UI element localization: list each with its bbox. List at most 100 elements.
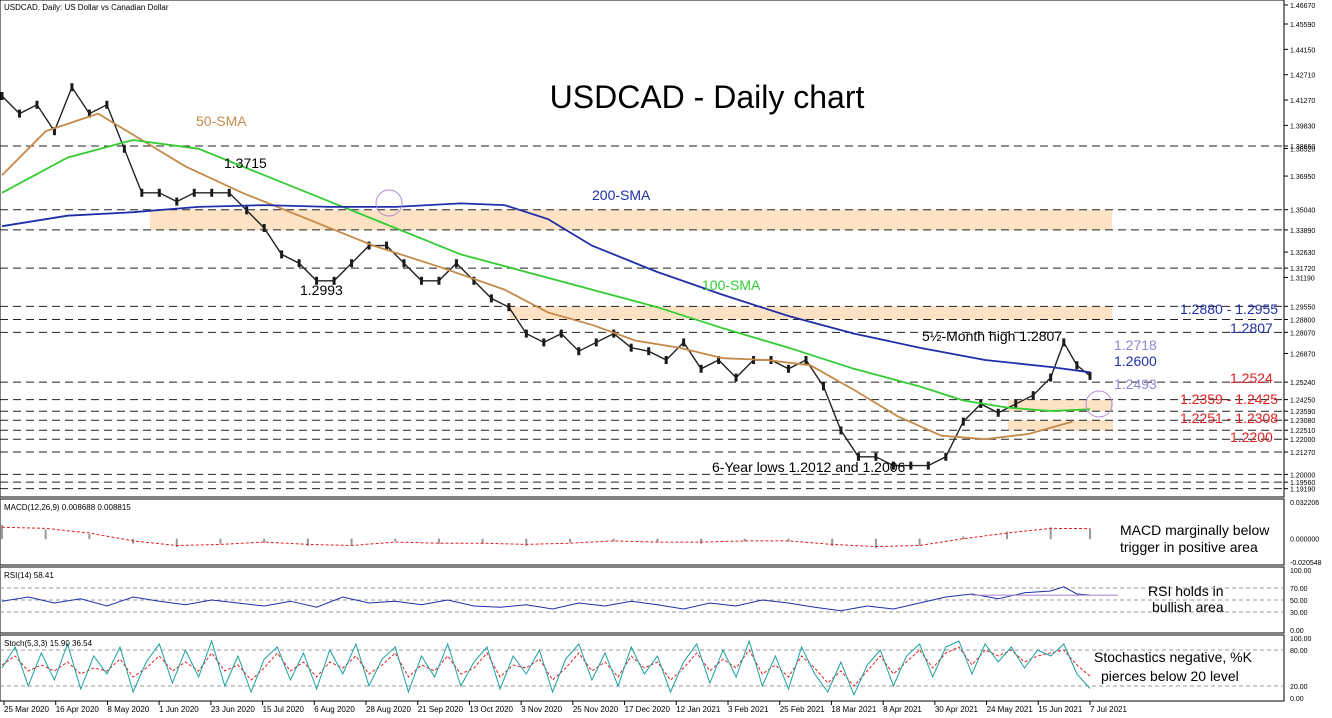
level-label-5: 1.2524 bbox=[1230, 370, 1273, 386]
stoch-axis-label: 80.00 bbox=[1290, 648, 1308, 655]
stoch-panel bbox=[0, 634, 1285, 702]
x-tick-label: 12 Jan 2021 bbox=[676, 705, 721, 714]
candle-body bbox=[35, 100, 39, 109]
candle-body bbox=[280, 250, 284, 259]
candle-body bbox=[227, 188, 231, 197]
x-tick-label: 3 Nov 2020 bbox=[521, 705, 562, 714]
macd-bar bbox=[1, 524, 3, 540]
rsi-note-2: bullish area bbox=[1152, 599, 1224, 615]
indicator-layer bbox=[0, 524, 1284, 697]
candle-body bbox=[594, 338, 598, 347]
x-tick-label: 17 Dec 2020 bbox=[625, 705, 671, 714]
candle-body bbox=[454, 259, 458, 268]
sma200-label: 200-SMA bbox=[592, 187, 651, 203]
zones-layer bbox=[150, 209, 1113, 431]
candle-body bbox=[245, 206, 249, 215]
macd-bar bbox=[306, 538, 309, 546]
price-axis-label: 1.35040 bbox=[1290, 208, 1315, 215]
price-axis-label: 1.22000 bbox=[1290, 437, 1315, 444]
candle-body bbox=[419, 276, 423, 285]
price-axis-label: 1.20000 bbox=[1290, 472, 1315, 479]
rsi-line bbox=[1, 586, 1091, 612]
candle-body bbox=[699, 364, 703, 373]
candle-body bbox=[874, 452, 878, 461]
candle-body bbox=[839, 426, 843, 435]
candle-body bbox=[332, 276, 336, 285]
six-year-lows-label: 6-Year lows 1.2012 and 1.2006 bbox=[712, 459, 906, 475]
price-axis-label: 1.31720 bbox=[1290, 266, 1315, 273]
high-label: 1.3715 bbox=[224, 155, 267, 171]
price-axis-label: 1.42710 bbox=[1290, 73, 1315, 80]
candle-body bbox=[437, 276, 441, 285]
x-tick-label: 16 Apr 2020 bbox=[56, 705, 100, 714]
price-axis-label: 1.38660 bbox=[1290, 144, 1315, 151]
resistance-zone bbox=[510, 306, 1112, 320]
x-tick-label: 1 Jun 2020 bbox=[159, 705, 199, 714]
candle-body bbox=[385, 241, 389, 250]
resistance-zone bbox=[1008, 399, 1113, 412]
candle-body bbox=[315, 276, 319, 285]
macd-bar bbox=[175, 538, 178, 548]
macd-bar bbox=[874, 538, 877, 549]
macd-bar bbox=[525, 538, 528, 546]
candle-body bbox=[856, 452, 860, 461]
candle-body bbox=[472, 276, 476, 285]
macd-bar bbox=[1089, 528, 1091, 540]
x-tick-label: 8 Apr 2021 bbox=[883, 705, 922, 714]
cross-marker-1 bbox=[375, 189, 403, 217]
x-tick-label: 24 May 2021 bbox=[987, 705, 1034, 714]
macd-panel bbox=[0, 498, 1285, 566]
candle-body bbox=[577, 347, 581, 356]
candle-body bbox=[682, 338, 686, 347]
sma100-label: 100-SMA bbox=[702, 277, 761, 293]
macd-bar bbox=[656, 538, 659, 543]
level-label-4: 1.2600 bbox=[1114, 353, 1157, 369]
macd-note-1: MACD marginally below bbox=[1120, 522, 1270, 538]
sma-line bbox=[1, 112, 1073, 441]
candle-body bbox=[524, 329, 528, 338]
price-axis-label: 1.46670 bbox=[1290, 3, 1315, 10]
x-tick-label: 18 Mar 2021 bbox=[831, 705, 876, 714]
levels-layer bbox=[0, 145, 1284, 490]
price-axis-label: 1.38520 bbox=[1290, 146, 1315, 153]
macd-bar bbox=[44, 529, 47, 540]
x-tick-label: 15 Jun 2021 bbox=[1038, 705, 1083, 714]
level-label-9: 1.2200 bbox=[1230, 429, 1273, 445]
price-axis-label: 1.33890 bbox=[1290, 228, 1315, 235]
price-axis-label: 1.24250 bbox=[1290, 398, 1315, 405]
x-tick-label: 7 Jul 2021 bbox=[1090, 705, 1127, 714]
x-tick-label: 15 Jul 2020 bbox=[263, 705, 305, 714]
price-axis-label: 1.19190 bbox=[1290, 487, 1315, 494]
price-axis-label: 1.21270 bbox=[1290, 450, 1315, 457]
candle-body bbox=[1031, 391, 1035, 400]
x-tick-label: 23 Jun 2020 bbox=[211, 705, 256, 714]
candle-body bbox=[192, 188, 196, 197]
candle-body bbox=[926, 461, 930, 470]
candle-body bbox=[734, 373, 738, 382]
stoch-axis-label: 0.00 bbox=[1290, 696, 1304, 703]
price-axis-label: 1.39830 bbox=[1290, 123, 1315, 130]
rsi-axis-label: 0.00 bbox=[1290, 628, 1304, 635]
macd-bar bbox=[962, 536, 965, 540]
candle-body bbox=[717, 355, 721, 364]
rsi-axis-label: 50.00 bbox=[1290, 598, 1308, 605]
month-high-label: 5½-Month high 1.2807 bbox=[922, 328, 1062, 344]
candle-body bbox=[664, 355, 668, 364]
candle-body bbox=[629, 343, 633, 352]
candle-body bbox=[559, 329, 563, 338]
candle-body bbox=[1049, 373, 1053, 382]
macd-signal-line bbox=[1, 526, 1091, 548]
level-label-7: 1.2359 - 1.2425 bbox=[1180, 391, 1278, 407]
rsi-header: RSI(14) 58.41 bbox=[4, 571, 54, 580]
candle-body bbox=[996, 408, 1000, 417]
macd-bar bbox=[831, 538, 834, 546]
macd-bar bbox=[612, 538, 615, 542]
macd-bar bbox=[743, 538, 746, 542]
price-axis-label: 1.41270 bbox=[1290, 98, 1315, 105]
macd-bar bbox=[481, 538, 484, 544]
macd-bar bbox=[219, 538, 222, 544]
chart-title: USDCAD - Daily chart bbox=[550, 79, 865, 115]
candle-body bbox=[787, 364, 791, 373]
candle-body bbox=[821, 382, 825, 391]
